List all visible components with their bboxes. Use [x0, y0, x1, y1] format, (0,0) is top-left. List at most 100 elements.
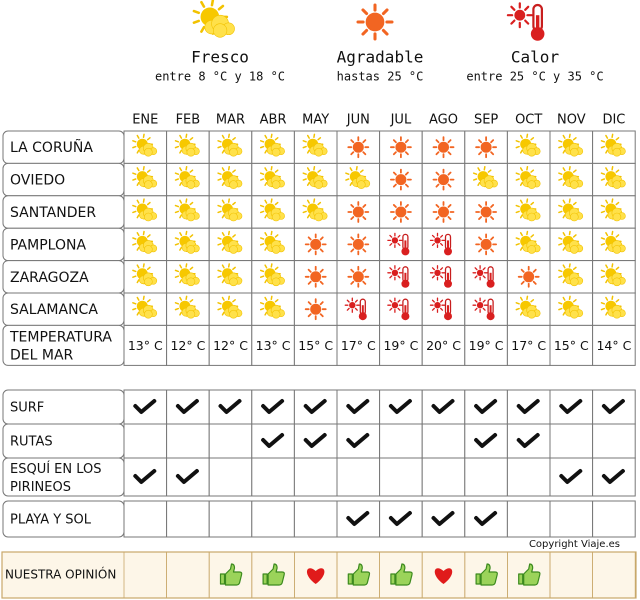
ray [515, 210, 520, 214]
ray [431, 275, 435, 279]
ray [274, 137, 279, 141]
ray [515, 237, 520, 240]
month-label: OCT [515, 113, 542, 128]
sun [352, 238, 364, 250]
ray [227, 198, 230, 203]
ray [519, 181, 523, 187]
sun [395, 141, 407, 153]
sea-label: TEMPERATURA DEL MAR [9, 329, 112, 363]
ray [397, 299, 401, 303]
ray [174, 237, 180, 240]
ray [611, 263, 614, 268]
thumbs-up [347, 563, 371, 586]
ray [200, 25, 206, 33]
cell [421, 292, 466, 326]
ray [345, 172, 350, 175]
ray [562, 279, 566, 284]
ray [361, 8, 369, 16]
weather-icon [259, 230, 285, 254]
ray [359, 169, 364, 173]
ray [264, 246, 268, 251]
ray [515, 307, 520, 311]
cell [208, 423, 253, 459]
ray [259, 275, 265, 278]
ray [221, 167, 225, 172]
weather-icon [475, 201, 498, 223]
ray [221, 181, 225, 187]
cloud [569, 245, 579, 254]
ray [605, 231, 609, 237]
ray [264, 214, 268, 219]
ray [136, 149, 140, 154]
sea-temp: 20° C [426, 338, 461, 353]
ray [431, 242, 435, 246]
weather-icon [132, 198, 158, 222]
month-label: SEP [474, 113, 498, 128]
cell [123, 500, 168, 538]
ray [217, 302, 222, 305]
ray [136, 134, 140, 139]
ray [185, 198, 188, 203]
ray [221, 296, 225, 301]
ray [185, 166, 188, 171]
cloud [612, 309, 622, 319]
sun [352, 271, 364, 283]
ray [307, 248, 312, 253]
ray [349, 167, 353, 172]
cell [166, 130, 210, 164]
ray [221, 246, 225, 251]
ray [174, 243, 180, 246]
ray [392, 151, 397, 156]
weather-icon [432, 136, 455, 159]
ray [179, 279, 183, 284]
ray [179, 199, 183, 204]
thermometer-bulb [358, 312, 367, 321]
weather-icon [132, 166, 158, 189]
checkmark [303, 433, 327, 448]
ray [600, 302, 606, 305]
ray [132, 145, 137, 149]
cloud [527, 180, 537, 189]
ray [615, 234, 620, 238]
ray [319, 248, 324, 253]
ray [232, 266, 236, 271]
legend-subtitle: hastas 25 °C [337, 70, 424, 84]
cell [464, 457, 508, 497]
sun [395, 206, 407, 218]
ray [136, 279, 140, 284]
ray [136, 199, 140, 204]
weather-icon [472, 166, 498, 189]
ray [558, 269, 563, 273]
sun [438, 174, 449, 186]
cloud [186, 245, 196, 254]
ray [179, 311, 183, 316]
ray [200, 0, 206, 8]
ray [431, 307, 435, 311]
ray [232, 234, 236, 238]
checkmark [346, 511, 370, 526]
weather-icon [217, 230, 243, 254]
sun [523, 271, 535, 283]
ray [136, 181, 140, 187]
ray [435, 171, 440, 176]
ray [600, 172, 606, 175]
ray [558, 140, 563, 143]
ray [472, 172, 478, 175]
ray [611, 166, 614, 171]
sun [434, 269, 441, 276]
ray [515, 140, 520, 143]
cell [251, 457, 295, 497]
ray [440, 299, 444, 303]
ray [259, 210, 265, 214]
cell [379, 260, 423, 294]
weather-icon [600, 166, 626, 189]
sea-temp: 13° C [128, 338, 163, 353]
ray [132, 178, 137, 181]
cell [166, 423, 210, 459]
ray [132, 140, 137, 143]
ray [174, 172, 180, 175]
cell [251, 324, 295, 366]
legend-subtitle: entre 8 °C y 18 °C [155, 70, 285, 84]
cell [549, 324, 594, 366]
legend-title: Agradable [337, 48, 424, 67]
